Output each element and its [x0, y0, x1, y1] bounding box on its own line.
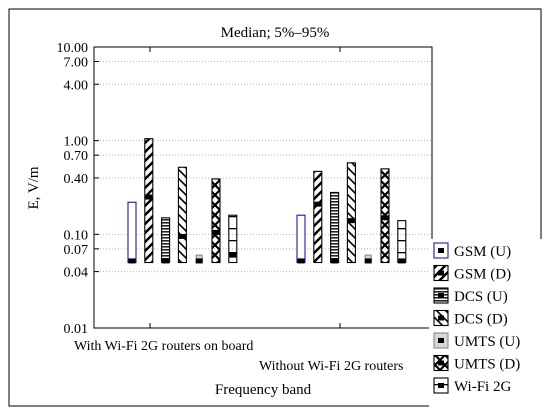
legend-label-umts-d: UMTS (D) [454, 357, 520, 373]
x-tick-label-without-routers: Without Wi-Fi 2G routers [259, 359, 403, 374]
median-marker [212, 229, 220, 235]
plot-area [93, 46, 433, 329]
y-tick-label: 0.40 [64, 172, 89, 187]
median-marker [381, 215, 389, 221]
y-axis-label: E, V/m [26, 166, 42, 209]
box-gsm-d-with-routers [144, 138, 154, 264]
chart-title: Median; 5%–95% [221, 25, 330, 41]
median-marker [162, 258, 170, 264]
y-tick-label: 0.07 [64, 243, 89, 258]
box-wi-fi-2g-with-routers [228, 214, 238, 264]
box-gsm-u-without-routers [296, 214, 306, 264]
legend-label-umts-u: UMTS (U) [454, 334, 520, 350]
median-marker [229, 252, 237, 258]
legend-median-marker [438, 360, 444, 366]
legend-label-dcs-d: DCS (D) [454, 312, 508, 328]
box-umts-d-with-routers [211, 178, 221, 264]
median-marker [331, 258, 339, 264]
median-marker [364, 258, 372, 264]
y-tick-label: 0.70 [64, 149, 89, 164]
median-marker [398, 258, 406, 264]
legend-median-marker [438, 315, 444, 321]
y-tick-label: 7.00 [64, 56, 89, 71]
median-marker [178, 233, 186, 239]
y-tick-label: 4.00 [64, 78, 89, 93]
legend-median-marker [438, 270, 444, 276]
box-gsm-u-with-routers [127, 201, 137, 264]
legend-median-marker [438, 293, 444, 298]
median-marker [314, 201, 322, 207]
legend-label-dcs-u: DCS (U) [454, 289, 508, 305]
median-marker [297, 258, 305, 264]
median-marker [195, 258, 203, 264]
y-tick-label: 0.04 [64, 266, 89, 281]
box-gsm-d-without-routers [313, 170, 323, 264]
box-dcs-d-without-routers [346, 162, 356, 264]
legend-label-gsm-d: GSM (D) [454, 267, 511, 283]
legend-median-marker [438, 383, 444, 388]
median-marker [128, 258, 136, 264]
legend-median-marker [438, 248, 444, 253]
median-marker [347, 218, 355, 224]
x-axis-label: Frequency band [215, 382, 312, 398]
median-marker [145, 194, 153, 200]
legend-median-marker [438, 338, 444, 343]
y-tick-label: 10.00 [57, 41, 89, 56]
box-dcs-u-with-routers [161, 217, 171, 264]
y-tick-label: 0.01 [64, 322, 89, 337]
outer-frame [8, 8, 542, 407]
y-tick-label: 1.00 [64, 135, 89, 150]
legend-label-wi-fi-2g: Wi-Fi 2G [454, 379, 511, 395]
legend-label-gsm-u: GSM (U) [454, 244, 511, 260]
x-tick-label-with-routers: With Wi-Fi 2G routers on board [74, 339, 253, 354]
y-tick-label: 0.10 [64, 228, 89, 243]
box-wi-fi-2g-without-routers [397, 220, 407, 264]
box-dcs-u-without-routers [330, 191, 340, 264]
box-dcs-d-with-routers [177, 166, 187, 264]
